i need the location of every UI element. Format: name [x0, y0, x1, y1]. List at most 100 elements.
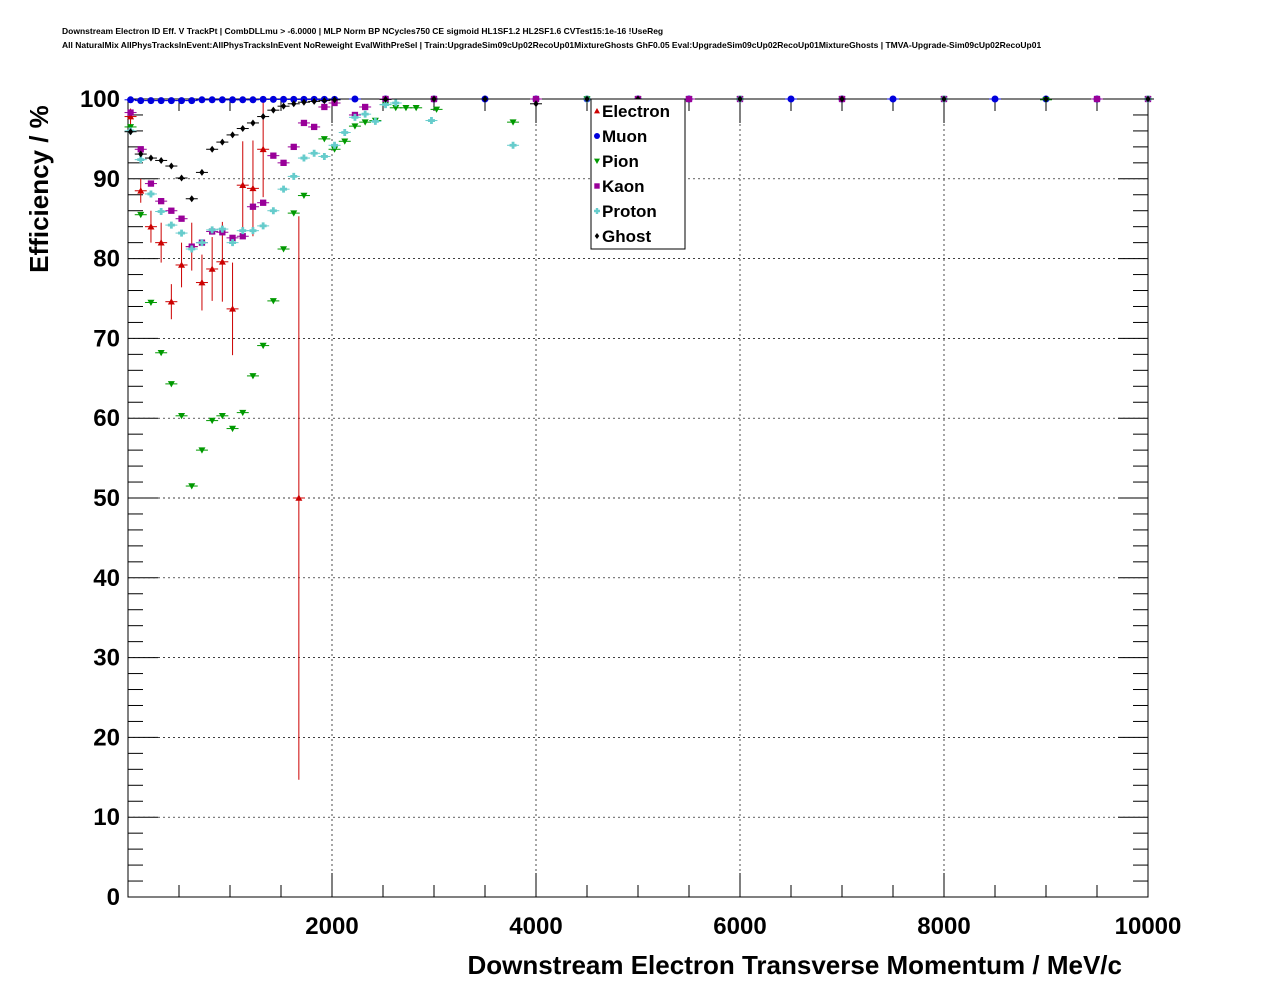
legend-marker — [594, 183, 600, 189]
data-point — [218, 225, 226, 233]
data-point — [239, 96, 247, 104]
data-point — [239, 409, 247, 417]
data-point — [249, 96, 257, 104]
data-point — [482, 95, 488, 103]
data-point — [291, 100, 297, 108]
y-tick-labels: 0 10 20 30 40 50 60 70 80 90 100 — [80, 86, 120, 911]
y-tick-label: 10 — [93, 804, 120, 831]
y-tick-label: 70 — [93, 325, 120, 352]
data-point — [889, 95, 897, 103]
data-point — [178, 229, 186, 237]
data-point — [341, 138, 349, 145]
data-point — [310, 149, 318, 157]
data-point — [219, 138, 225, 146]
data-point — [259, 222, 267, 230]
data-point — [280, 246, 288, 253]
data-point — [127, 124, 135, 131]
data-point — [259, 342, 267, 350]
data-point — [188, 97, 196, 105]
data-point — [402, 104, 410, 112]
data-point — [147, 97, 155, 105]
legend-box — [590, 98, 686, 250]
data-point — [280, 102, 287, 110]
data-point — [239, 227, 247, 235]
legend-marker — [594, 208, 600, 214]
data-point — [311, 123, 318, 131]
data-point — [229, 239, 237, 247]
data-point — [188, 245, 196, 253]
data-point — [250, 119, 256, 127]
data-point — [178, 261, 186, 268]
data-point — [147, 190, 155, 198]
data-point — [280, 159, 287, 166]
y-tick-label: 50 — [93, 485, 120, 512]
y-tick-label: 80 — [93, 246, 120, 273]
legend-label: Proton — [602, 202, 657, 221]
data-point — [280, 95, 288, 103]
data-point — [269, 207, 277, 215]
data-point — [137, 146, 144, 153]
data-point — [229, 305, 237, 312]
data-point — [199, 168, 205, 176]
data-point — [1145, 95, 1151, 103]
data-point — [1093, 95, 1101, 103]
data-point — [168, 162, 174, 170]
data-point — [208, 417, 216, 425]
x-tick-label: 4000 — [509, 913, 562, 940]
data-point — [167, 221, 175, 229]
y-tick-label: 60 — [93, 405, 120, 432]
data-point — [158, 156, 164, 164]
data-point — [280, 185, 288, 193]
data-point — [239, 233, 246, 240]
data-point — [412, 104, 420, 112]
data-point — [532, 95, 540, 103]
data-point — [737, 95, 743, 103]
data-point — [991, 95, 999, 103]
x-axis-label: Downstream Electron Transverse Momentum … — [467, 950, 1122, 980]
x-tick-label: 2000 — [305, 913, 358, 940]
chart-title-line-1: Downstream Electron ID Eff. V TrackPt | … — [62, 26, 664, 36]
data-point — [148, 154, 154, 162]
chart-title-line-2: All NaturalMix AllPhysTracksInEvent:AllP… — [62, 40, 1042, 50]
data-point — [351, 113, 359, 121]
data-point — [229, 234, 236, 242]
data-point — [301, 98, 307, 106]
data-point — [269, 95, 277, 103]
data-point — [240, 125, 246, 133]
data-point — [178, 215, 185, 222]
x-tick-labels: 2000 4000 6000 8000 10000 — [305, 913, 1181, 940]
data-point — [382, 101, 390, 109]
data-point — [157, 208, 165, 216]
data-point — [295, 494, 303, 501]
data-point — [218, 96, 226, 104]
data-point — [362, 103, 369, 111]
legend-label: Pion — [602, 152, 639, 171]
data-point — [198, 447, 206, 454]
data-point — [431, 95, 437, 103]
data-point — [218, 258, 226, 265]
y-axis-label: Efficiency / % — [24, 105, 54, 273]
data-point — [433, 106, 441, 113]
data-point — [137, 156, 145, 164]
data-point — [392, 104, 400, 112]
series-layer — [124, 95, 1154, 780]
data-point — [229, 96, 237, 104]
data-point — [300, 192, 308, 200]
y-tick-label: 0 — [107, 884, 120, 911]
data-point — [178, 413, 186, 420]
y-tick-label: 90 — [93, 166, 120, 193]
x-tick-label: 10000 — [1115, 913, 1182, 940]
data-point — [1043, 95, 1049, 103]
data-point — [189, 195, 195, 203]
data-point — [259, 95, 267, 103]
y-tick-label: 40 — [93, 565, 120, 592]
data-point — [509, 119, 517, 126]
data-point — [290, 95, 298, 103]
legend-label: Ghost — [602, 227, 651, 246]
data-point — [300, 154, 308, 162]
data-point — [249, 203, 257, 210]
data-point — [178, 174, 185, 182]
data-point — [351, 123, 359, 130]
data-point — [259, 145, 267, 153]
data-point — [341, 129, 349, 137]
